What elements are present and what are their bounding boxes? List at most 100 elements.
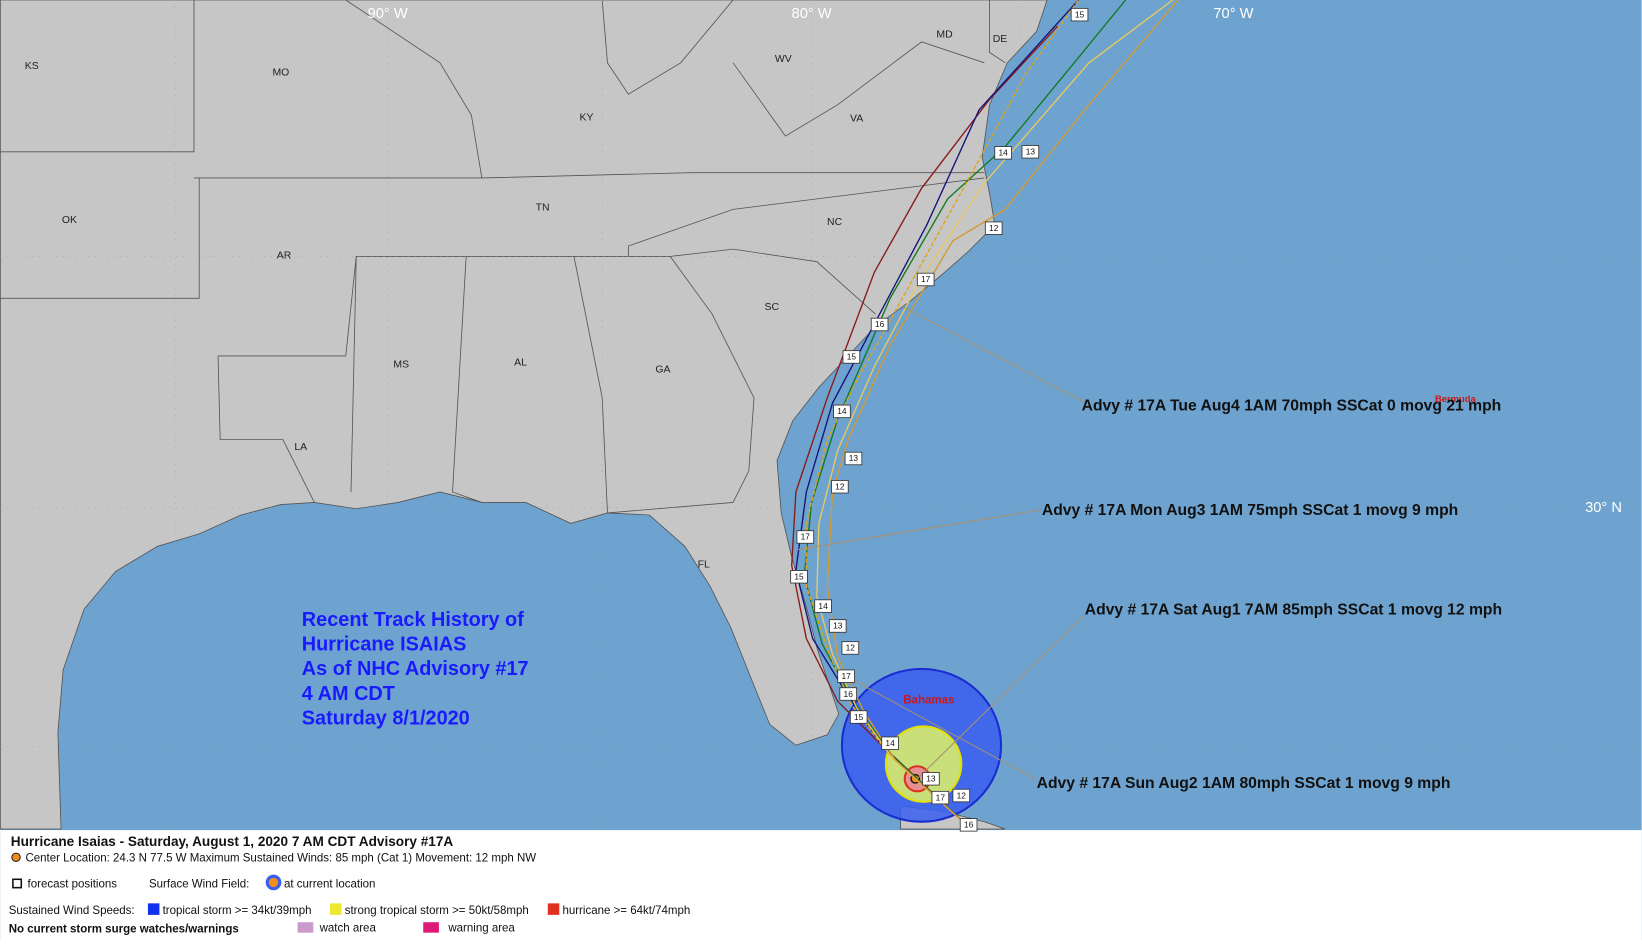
- forecast-icon: [12, 878, 23, 889]
- track-label: 16: [875, 319, 885, 329]
- track-label: 15: [794, 572, 804, 582]
- longitude-label: 70° W: [1213, 6, 1253, 22]
- state-borders: [0, 0, 1006, 514]
- track-label-box: [1070, 7, 1089, 22]
- legend-text: watch area: [319, 923, 377, 935]
- state-label: KS: [25, 61, 39, 72]
- track-label: 15: [854, 712, 864, 722]
- track-label-box: [841, 641, 860, 655]
- state-label: OK: [62, 215, 77, 226]
- history-text: As of NHC Advisory #17: [302, 658, 529, 680]
- track-label: 14: [885, 738, 895, 748]
- track-label-box: [994, 146, 1012, 160]
- track-label-box: [881, 736, 899, 750]
- state-label: MD: [936, 30, 953, 41]
- track-label: 16: [844, 689, 854, 699]
- leader-lines: [797, 306, 1085, 781]
- surge-note: No current storm surge watches/warnings: [9, 924, 239, 936]
- track-label: 12: [835, 481, 845, 491]
- state-label: WV: [775, 54, 792, 65]
- advisory-annotation: Advy # 17A Sun Aug2 1AM 80mph SSCat 1 mo…: [1037, 775, 1451, 792]
- lat-lon-grid: [0, 0, 1642, 831]
- state-label: SC: [765, 302, 780, 313]
- legend-text: forecast positions: [28, 879, 118, 891]
- track-label-box: [831, 480, 849, 494]
- track-label-box: [828, 619, 847, 633]
- history-text: 4 AM CDT: [302, 683, 395, 705]
- legend-text: tropical storm >= 34kt/39mph: [163, 905, 312, 917]
- track-label: 15: [847, 352, 857, 362]
- history-text: Hurricane ISAIAS: [302, 634, 467, 656]
- track-label: 14: [998, 148, 1008, 158]
- track-label: 17: [841, 671, 851, 681]
- state-label: DE: [993, 34, 1008, 45]
- track-label: 17: [801, 532, 811, 542]
- track-label-box: [842, 350, 861, 364]
- track-label: 14: [837, 406, 847, 416]
- legend-text: strong tropical storm >= 50kt/58mph: [345, 905, 529, 917]
- track-label: 13: [926, 774, 936, 784]
- track-label-box: [984, 221, 1003, 235]
- track-label-box: [922, 772, 940, 786]
- track-label-box: [952, 788, 971, 803]
- track-label-box: [837, 669, 855, 683]
- track-label: 16: [964, 820, 974, 830]
- track-label: 17: [936, 792, 946, 802]
- legend-swatch: [330, 903, 342, 915]
- history-text: Recent Track History of: [302, 609, 524, 631]
- state-label: MS: [393, 359, 409, 370]
- state-label: NC: [827, 217, 843, 228]
- track-label-box: [796, 530, 815, 544]
- state-label: VA: [850, 113, 863, 124]
- advisory-annotation: Advy # 17A Sat Aug1 7AM 85mph SSCat 1 mo…: [1085, 601, 1502, 618]
- state-label: TN: [536, 202, 550, 213]
- state-label: FL: [698, 559, 710, 570]
- track-label: 13: [1026, 147, 1036, 157]
- track-label-box: [814, 599, 832, 613]
- longitude-label: 80° W: [792, 6, 832, 22]
- track-label: 17: [921, 274, 931, 284]
- wind-field: [840, 667, 1003, 823]
- track-label: 15: [1075, 9, 1085, 19]
- track-label: 14: [818, 601, 828, 611]
- footer-title: Hurricane Isaias - Saturday, August 1, 2…: [11, 834, 454, 849]
- land: [0, 0, 1048, 830]
- legend-swatch: [423, 922, 439, 933]
- track-label-box: [844, 451, 863, 466]
- legend-text: warning area: [447, 923, 515, 935]
- track-label-box: [790, 570, 808, 584]
- legend-swatch: [547, 903, 560, 915]
- track-label-box: [839, 687, 858, 701]
- latitude-label: 30° N: [1585, 500, 1622, 516]
- track-label-box: [849, 710, 868, 724]
- advisory-annotation: Advy # 17A Mon Aug3 1AM 75mph SSCat 1 mo…: [1042, 502, 1458, 519]
- legend-text: Surface Wind Field:: [149, 879, 249, 891]
- legend-swatch: [147, 903, 160, 915]
- legend-text: at current location: [284, 879, 375, 891]
- track-label: 12: [989, 223, 999, 233]
- track-label-box: [931, 790, 950, 805]
- state-label: GA: [655, 365, 670, 376]
- state-label: AR: [277, 251, 292, 262]
- track-label-box: [959, 818, 978, 832]
- place-label: Bermuda: [1435, 393, 1477, 404]
- track-label-box: [1021, 145, 1040, 159]
- track-label: 12: [957, 790, 967, 800]
- center-icon: [11, 852, 21, 863]
- track-label: 12: [846, 643, 856, 653]
- track-label-box: [916, 272, 935, 287]
- center-info: Center Location: 24.3 N 77.5 W Maximum S…: [25, 852, 536, 864]
- advisory-annotation: Advy # 17A Tue Aug4 1AM 70mph SSCat 0 mo…: [1082, 397, 1502, 414]
- state-label: KY: [580, 112, 594, 123]
- track-label: 13: [849, 453, 859, 463]
- track-label-box: [870, 317, 889, 332]
- legend-text: Sustained Wind Speeds:: [9, 905, 135, 917]
- longitude-label: 90° W: [368, 6, 408, 22]
- legend-swatch: [297, 922, 314, 933]
- legend-text: hurricane >= 64kt/74mph: [562, 905, 690, 917]
- track-label-box: [833, 404, 851, 419]
- place-label: Bahamas: [903, 694, 954, 706]
- state-label: LA: [294, 442, 307, 453]
- wind-icon: [265, 874, 282, 891]
